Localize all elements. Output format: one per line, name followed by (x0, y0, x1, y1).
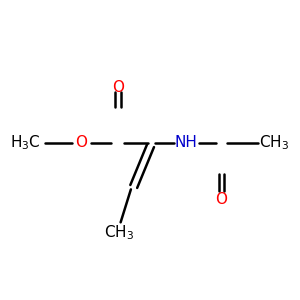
Text: O: O (76, 135, 88, 150)
Text: NH: NH (175, 135, 198, 150)
Text: O: O (215, 192, 227, 207)
Text: O: O (112, 80, 124, 95)
Text: CH$_3$: CH$_3$ (104, 224, 135, 242)
Text: H$_3$C: H$_3$C (10, 134, 41, 152)
Text: CH$_3$: CH$_3$ (259, 134, 290, 152)
